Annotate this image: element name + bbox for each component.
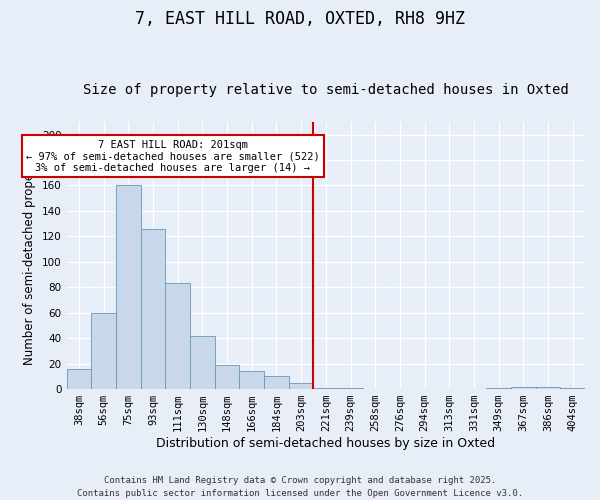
Bar <box>264 376 289 389</box>
Text: 7 EAST HILL ROAD: 201sqm
← 97% of semi-detached houses are smaller (522)
3% of s: 7 EAST HILL ROAD: 201sqm ← 97% of semi-d… <box>26 140 320 173</box>
Bar <box>91 312 116 389</box>
Text: Contains HM Land Registry data © Crown copyright and database right 2025.
Contai: Contains HM Land Registry data © Crown c… <box>77 476 523 498</box>
Bar <box>166 284 190 389</box>
Bar <box>141 228 166 389</box>
X-axis label: Distribution of semi-detached houses by size in Oxted: Distribution of semi-detached houses by … <box>156 437 496 450</box>
Bar <box>536 386 560 389</box>
Bar <box>486 388 511 389</box>
Bar <box>511 386 536 389</box>
Bar <box>560 388 585 389</box>
Bar <box>338 388 363 389</box>
Text: 7, EAST HILL ROAD, OXTED, RH8 9HZ: 7, EAST HILL ROAD, OXTED, RH8 9HZ <box>135 10 465 28</box>
Bar <box>215 365 239 389</box>
Bar <box>239 372 264 389</box>
Title: Size of property relative to semi-detached houses in Oxted: Size of property relative to semi-detach… <box>83 83 569 97</box>
Bar <box>116 186 141 389</box>
Bar <box>289 382 313 389</box>
Y-axis label: Number of semi-detached properties: Number of semi-detached properties <box>23 146 37 364</box>
Bar <box>67 368 91 389</box>
Bar <box>190 336 215 389</box>
Bar <box>313 388 338 389</box>
